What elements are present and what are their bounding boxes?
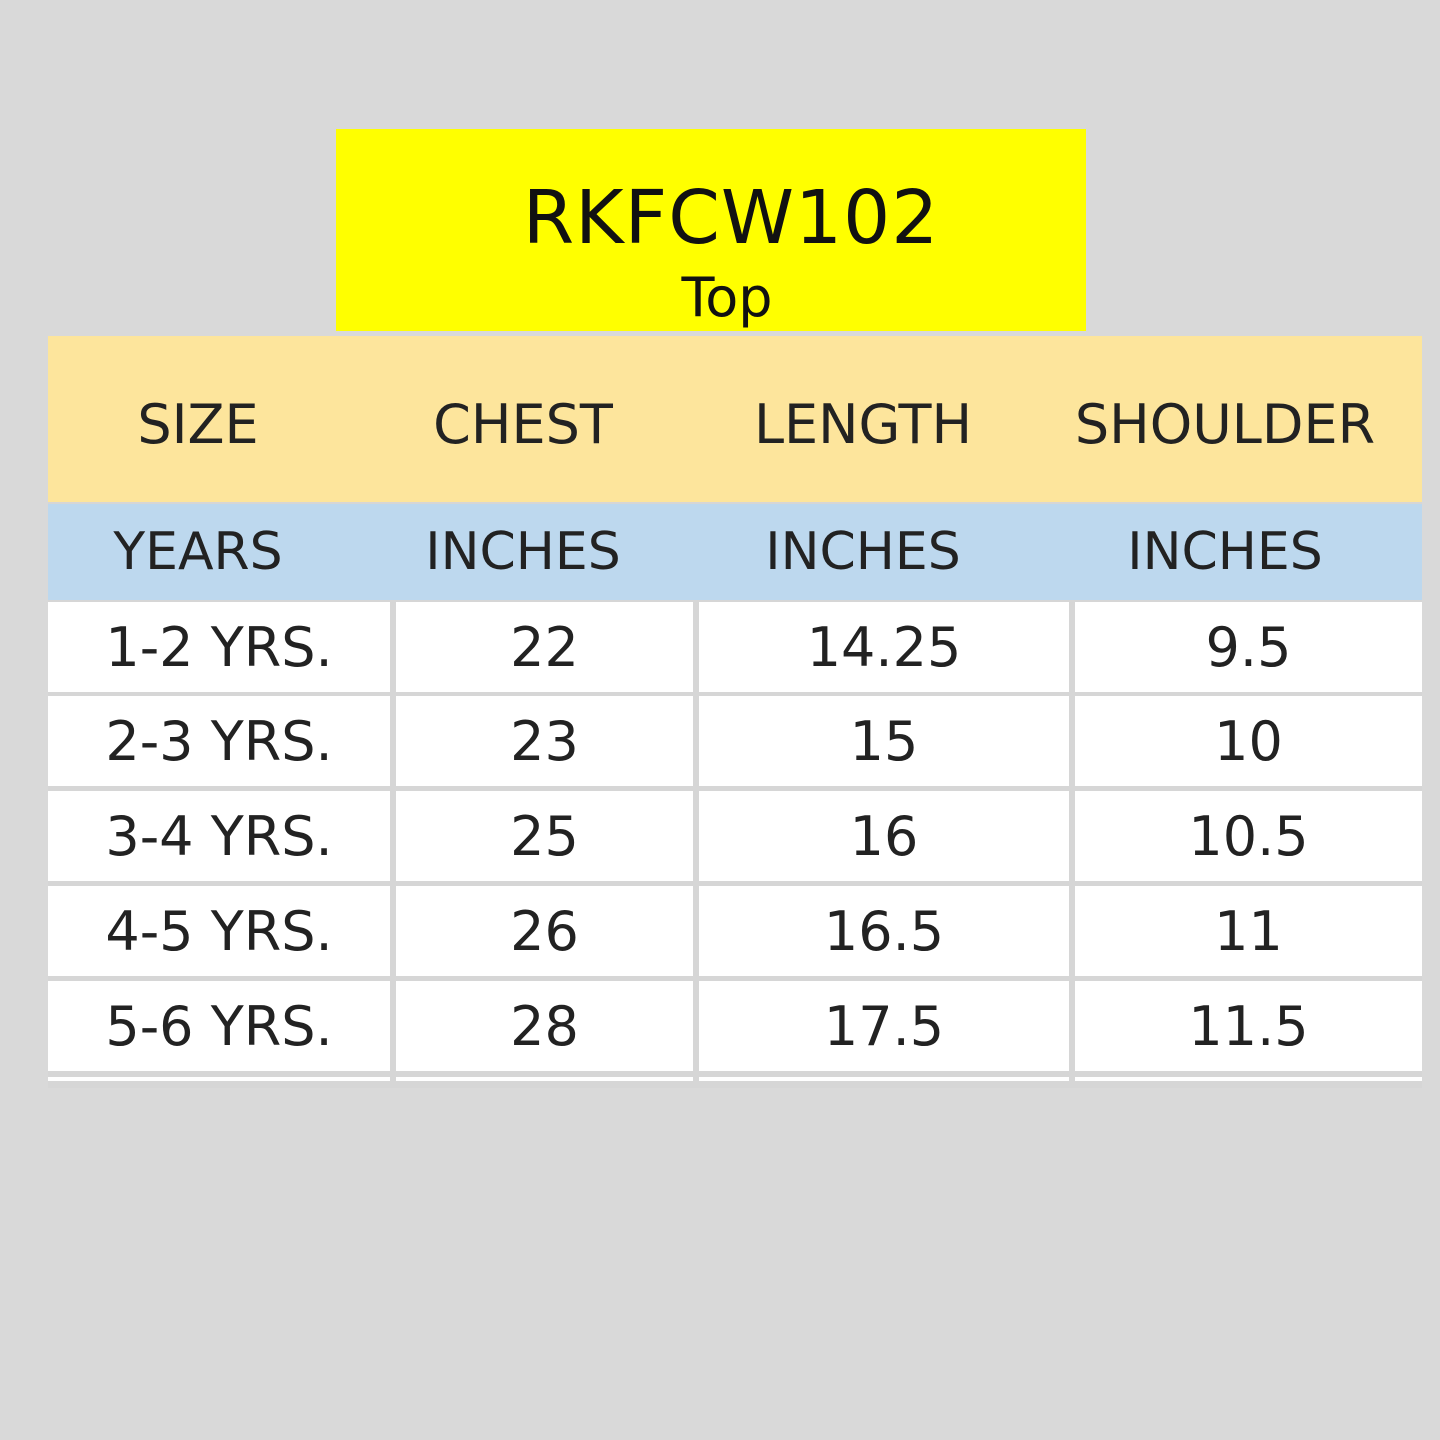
cell-empty [48, 1077, 390, 1081]
header-shoulder: SHOULDER [1074, 392, 1376, 456]
product-code: RKFCW102 [522, 175, 940, 261]
unit-length: INCHES [765, 522, 961, 582]
units-row: YEARS INCHES INCHES INCHES [48, 504, 1422, 600]
cell-length: 16 [699, 791, 1069, 881]
cell-size: 5-6 YRS. [48, 981, 390, 1071]
table-row: 1-2 YRS. 22 14.25 9.5 [48, 602, 1422, 692]
table-row: 4-5 YRS. 26 16.5 11 [48, 886, 1422, 976]
size-chart-table: SIZE CHEST LENGTH SHOULDER YEARS INCHES … [48, 336, 1422, 1088]
cell-empty [699, 1077, 1069, 1081]
unit-shoulder: INCHES [1127, 522, 1323, 582]
header-row: SIZE CHEST LENGTH SHOULDER [48, 336, 1422, 502]
cell-length: 15 [699, 696, 1069, 786]
cell-size: 3-4 YRS. [48, 791, 390, 881]
cell-shoulder: 10.5 [1075, 791, 1422, 881]
title-banner: RKFCW102 Top [336, 129, 1086, 331]
cell-length: 14.25 [699, 602, 1069, 692]
cell-size: 4-5 YRS. [48, 886, 390, 976]
cell-chest: 23 [396, 696, 693, 786]
table-row: 3-4 YRS. 25 16 10.5 [48, 791, 1422, 881]
table-row: 2-3 YRS. 23 15 10 [48, 696, 1422, 786]
cell-shoulder: 9.5 [1075, 602, 1422, 692]
header-length: LENGTH [753, 392, 973, 456]
cell-chest: 26 [396, 886, 693, 976]
unit-chest: INCHES [425, 522, 621, 582]
cell-chest: 28 [396, 981, 693, 1071]
product-type: Top [681, 266, 773, 329]
cell-shoulder: 11 [1075, 886, 1422, 976]
cell-length: 17.5 [699, 981, 1069, 1071]
cell-chest: 25 [396, 791, 693, 881]
cell-shoulder: 11.5 [1075, 981, 1422, 1071]
table-row-cutoff [48, 1077, 1422, 1081]
cell-size: 1-2 YRS. [48, 602, 390, 692]
cell-chest: 22 [396, 602, 693, 692]
cell-size: 2-3 YRS. [48, 696, 390, 786]
cell-empty [396, 1077, 693, 1081]
table-row: 5-6 YRS. 28 17.5 11.5 [48, 981, 1422, 1071]
unit-size: YEARS [113, 522, 283, 582]
header-chest: CHEST [433, 392, 613, 456]
header-size: SIZE [137, 392, 259, 456]
cell-empty [1075, 1077, 1422, 1081]
cell-shoulder: 10 [1075, 696, 1422, 786]
cell-length: 16.5 [699, 886, 1069, 976]
